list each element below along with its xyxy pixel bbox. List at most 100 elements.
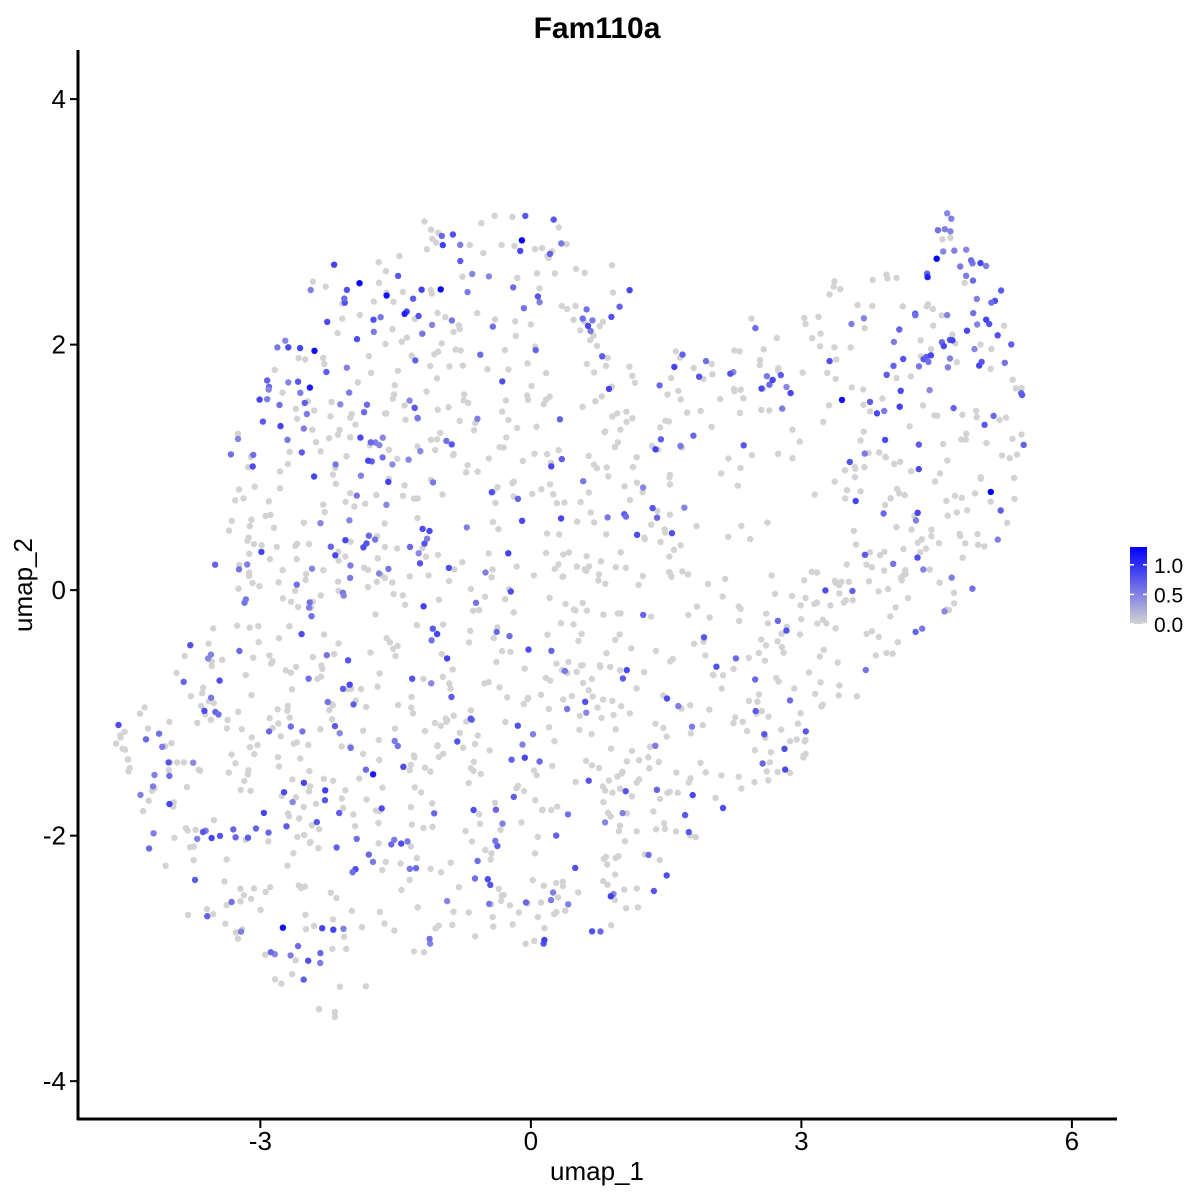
cell-point-expressed [294, 942, 302, 950]
cell-point [427, 286, 435, 294]
cell-point [629, 415, 636, 422]
cell-point [187, 693, 195, 700]
cell-point [607, 663, 614, 670]
cell-point [228, 517, 235, 524]
cell-point [425, 572, 432, 579]
cell-point-expressed [426, 935, 433, 943]
cell-point-expressed [421, 540, 428, 547]
cell-point [465, 779, 472, 787]
cell-point-expressed [802, 728, 809, 735]
cell-point [836, 590, 843, 597]
cell-point [329, 471, 337, 478]
cell-point-expressed [389, 461, 396, 468]
cell-point [996, 416, 1003, 424]
cell-point-expressed [166, 800, 173, 808]
cell-point-expressed [622, 788, 629, 795]
cell-point [631, 379, 639, 386]
cell-point [603, 650, 610, 657]
cell-point [314, 675, 321, 683]
cell-point-expressed [349, 869, 356, 876]
cell-point [262, 512, 269, 520]
cell-point [563, 241, 570, 248]
cell-point-expressed [388, 841, 395, 848]
cell-point [633, 685, 640, 692]
cell-point-high [924, 273, 931, 281]
cell-point-expressed [365, 532, 373, 539]
cell-point [623, 758, 630, 765]
y-tick-label: 0 [52, 575, 66, 605]
cell-point [421, 727, 429, 735]
cell-point [256, 583, 263, 590]
cell-point-expressed [208, 834, 215, 842]
cell-point-expressed [342, 537, 349, 544]
cell-point [751, 778, 758, 786]
cell-point [835, 692, 842, 699]
cell-point [712, 794, 719, 802]
cell-point-expressed [536, 299, 543, 306]
cell-point-expressed [946, 355, 954, 362]
cell-point-expressed [284, 436, 291, 443]
cell-point [1018, 431, 1025, 438]
cell-point-expressed [494, 842, 501, 850]
cell-point [445, 577, 453, 585]
cell-point [397, 860, 404, 867]
cell-point [673, 769, 680, 776]
cell-point-expressed [323, 652, 330, 659]
cell-point [445, 404, 452, 411]
cell-point [953, 509, 961, 516]
cell-point-expressed [305, 957, 312, 964]
cell-point [661, 825, 669, 833]
cell-point [581, 269, 588, 276]
cell-point [265, 838, 272, 845]
cell-point [1009, 435, 1016, 443]
cell-point-expressed [601, 819, 609, 826]
cell-point [604, 809, 612, 816]
cell-point [500, 444, 507, 451]
cell-point-expressed [336, 730, 343, 737]
cell-point-expressed [782, 766, 789, 773]
cell-point [468, 838, 476, 845]
cell-point [585, 489, 592, 496]
cell-point [414, 443, 421, 450]
cell-point [325, 435, 333, 442]
cell-point-expressed [948, 215, 955, 222]
cell-point [672, 828, 680, 835]
cell-point [641, 669, 648, 676]
cell-point-expressed [653, 514, 661, 521]
cell-point [863, 630, 870, 637]
cell-point [437, 869, 445, 876]
cell-point [598, 393, 605, 400]
cell-point [510, 609, 517, 616]
cell-point [618, 703, 625, 710]
cell-point [520, 700, 527, 708]
cell-point [173, 759, 181, 766]
cell-point [927, 345, 935, 353]
cell-point [958, 494, 965, 501]
cell-point [610, 711, 617, 719]
cell-point [413, 854, 421, 862]
cell-point-expressed [779, 405, 786, 412]
cell-point [622, 905, 630, 912]
cell-point-expressed [339, 685, 347, 692]
cell-point [656, 795, 664, 803]
cell-point [427, 768, 434, 775]
cell-point [489, 566, 496, 573]
cell-point [762, 642, 770, 649]
cell-point [339, 315, 346, 322]
cell-point [248, 516, 255, 523]
cell-point [602, 787, 609, 794]
cell-point [702, 652, 709, 659]
cell-point-expressed [365, 851, 372, 858]
cell-point [429, 800, 436, 807]
cell-point [498, 241, 505, 249]
cell-point [841, 467, 849, 474]
cell-point [578, 630, 585, 638]
cell-point [614, 439, 622, 446]
cell-point [266, 555, 274, 563]
cell-point [851, 473, 859, 481]
cell-point-expressed [411, 404, 418, 412]
cell-point [843, 561, 850, 568]
cell-point-expressed [204, 913, 211, 920]
cell-point [509, 480, 516, 487]
cell-point-expressed [211, 561, 219, 568]
